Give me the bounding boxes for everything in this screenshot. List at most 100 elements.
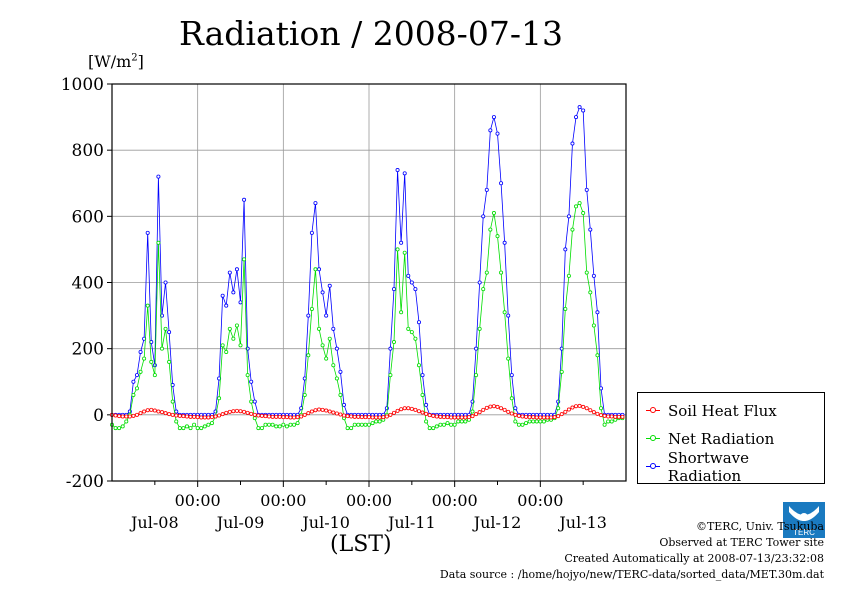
data-point-soil-heat-flux: [524, 414, 529, 419]
data-point-soil-heat-flux: [438, 414, 443, 419]
data-point-shortwave-radiation: [163, 280, 168, 285]
x-tick-label: 00:00: [175, 491, 221, 510]
data-point-net-radiation: [370, 421, 375, 426]
data-point-soil-heat-flux: [274, 414, 279, 419]
data-point-soil-heat-flux: [256, 413, 261, 418]
data-point-shortwave-radiation: [306, 313, 311, 318]
data-point-net-radiation: [167, 359, 172, 364]
data-point-soil-heat-flux: [477, 410, 482, 415]
data-point-soil-heat-flux: [563, 409, 568, 414]
data-point-soil-heat-flux: [577, 403, 582, 408]
data-point-net-radiation: [606, 419, 611, 424]
data-point-shortwave-radiation: [338, 369, 343, 374]
created-text: Created Automatically at 2008-07-13/23:3…: [564, 552, 824, 565]
data-point-shortwave-radiation: [424, 402, 429, 407]
data-point-net-radiation: [581, 211, 586, 216]
data-point-soil-heat-flux: [499, 406, 504, 411]
data-point-net-radiation: [195, 426, 200, 431]
y-tick-label: 800: [72, 141, 104, 161]
data-point-net-radiation: [459, 419, 464, 424]
data-point-net-radiation: [431, 426, 436, 431]
credits-block: ©TERC, Univ. Tsukuba Observed at TERC To…: [440, 519, 824, 583]
data-point-soil-heat-flux: [295, 415, 300, 420]
data-point-net-radiation: [541, 419, 546, 424]
data-point-soil-heat-flux: [424, 411, 429, 416]
data-point-shortwave-radiation: [224, 303, 229, 308]
data-point-soil-heat-flux: [574, 404, 579, 409]
data-point-net-radiation: [327, 336, 332, 341]
data-point-shortwave-radiation: [384, 406, 389, 411]
unit-close: ]: [137, 52, 144, 71]
data-point-net-radiation: [134, 386, 139, 391]
data-point-shortwave-radiation: [577, 105, 582, 110]
data-point-soil-heat-flux: [566, 407, 571, 412]
data-point-net-radiation: [395, 247, 400, 252]
data-point-soil-heat-flux: [134, 412, 139, 417]
data-point-soil-heat-flux: [338, 412, 343, 417]
data-point-soil-heat-flux: [416, 409, 421, 414]
data-point-net-radiation: [427, 426, 432, 431]
data-point-net-radiation: [317, 326, 322, 331]
data-point-soil-heat-flux: [145, 408, 150, 413]
data-point-net-radiation: [263, 422, 268, 427]
data-point-soil-heat-flux: [217, 413, 222, 418]
data-point-net-radiation: [192, 422, 197, 427]
data-point-shortwave-radiation: [234, 267, 239, 272]
data-point-soil-heat-flux: [609, 414, 614, 419]
data-point-shortwave-radiation: [313, 201, 318, 206]
data-point-soil-heat-flux: [227, 409, 232, 414]
data-point-net-radiation: [491, 211, 496, 216]
legend-label: Shortwave Radiation: [667, 449, 750, 485]
data-point-soil-heat-flux: [384, 414, 389, 419]
data-point-soil-heat-flux: [156, 409, 161, 414]
data-point-net-radiation: [238, 343, 243, 348]
data-point-soil-heat-flux: [366, 415, 371, 420]
data-point-soil-heat-flux: [584, 406, 589, 411]
data-point-net-radiation: [463, 419, 468, 424]
data-point-net-radiation: [242, 257, 247, 262]
data-point-net-radiation: [159, 346, 164, 351]
data-point-soil-heat-flux: [391, 410, 396, 415]
data-point-soil-heat-flux: [142, 409, 147, 414]
data-point-soil-heat-flux: [570, 405, 575, 410]
data-point-net-radiation: [227, 326, 232, 331]
data-point-net-radiation: [170, 399, 175, 404]
data-point-net-radiation: [259, 426, 264, 431]
data-point-net-radiation: [413, 336, 418, 341]
data-point-soil-heat-flux: [242, 409, 247, 414]
data-point-net-radiation: [388, 373, 393, 378]
data-point-soil-heat-flux: [206, 415, 211, 420]
data-point-soil-heat-flux: [327, 409, 332, 414]
data-point-soil-heat-flux: [120, 414, 125, 419]
data-point-shortwave-radiation: [395, 168, 400, 173]
data-point-soil-heat-flux: [445, 415, 450, 420]
data-point-net-radiation: [131, 392, 136, 397]
data-point-net-radiation: [452, 422, 457, 427]
data-point-soil-heat-flux: [534, 415, 539, 420]
data-point-soil-heat-flux: [459, 415, 464, 420]
data-point-soil-heat-flux: [267, 414, 272, 419]
data-point-net-radiation: [149, 359, 154, 364]
data-point-net-radiation: [470, 409, 475, 414]
y-axis-unit-label: [W/m2]: [88, 52, 144, 71]
data-point-soil-heat-flux: [209, 415, 214, 420]
data-point-soil-heat-flux: [306, 411, 311, 416]
data-point-soil-heat-flux: [470, 414, 475, 419]
data-point-shortwave-radiation: [484, 187, 489, 192]
data-point-net-radiation: [456, 419, 461, 424]
data-point-soil-heat-flux: [591, 410, 596, 415]
data-point-soil-heat-flux: [349, 414, 354, 419]
data-point-soil-heat-flux: [177, 413, 182, 418]
data-point-net-radiation: [270, 422, 275, 427]
data-point-net-radiation: [366, 422, 371, 427]
legend-marker-green: [646, 433, 660, 445]
data-point-net-radiation: [588, 290, 593, 295]
data-point-soil-heat-flux: [184, 414, 189, 419]
data-point-net-radiation: [420, 392, 425, 397]
day-label: Jul-12: [472, 513, 522, 532]
data-point-net-radiation: [574, 204, 579, 209]
data-point-shortwave-radiation: [566, 214, 571, 219]
data-point-shortwave-radiation: [495, 131, 500, 136]
data-point-net-radiation: [163, 326, 168, 331]
data-point-soil-heat-flux: [174, 413, 179, 418]
